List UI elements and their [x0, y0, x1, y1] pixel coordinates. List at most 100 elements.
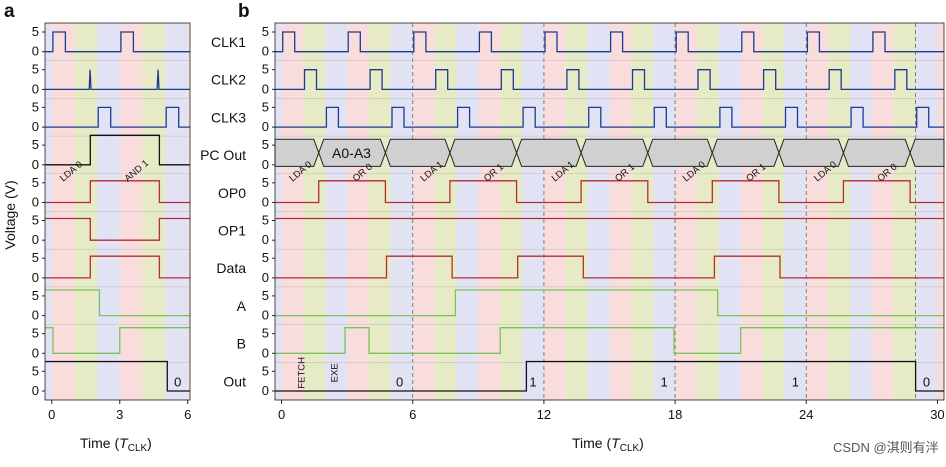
y-tick-label-5: 5 [262, 363, 269, 378]
signal-a-clk3 [45, 106, 190, 128]
y-tick-label-0: 0 [32, 195, 39, 210]
row-label-clk1: CLK1 [211, 34, 246, 50]
y-tick-label-0: 0 [32, 270, 39, 285]
signal-b-b [275, 327, 944, 354]
grid-layer [45, 23, 944, 401]
y-tick-label-0: 0 [32, 232, 39, 247]
signal-a-op0 [45, 180, 190, 204]
out-label-b: 0 [923, 374, 930, 389]
signal-a-pc [45, 134, 190, 166]
signal-a-b [45, 327, 190, 354]
y-tick-label-0: 0 [32, 157, 39, 172]
signal-a-clk2 [45, 69, 190, 91]
x-tick-label: 0 [48, 407, 55, 422]
pc-bus-label: A0-A3 [332, 145, 371, 161]
y-tick-label-5: 5 [32, 137, 39, 152]
signal-a-op1 [45, 217, 190, 241]
out-label-b: 1 [529, 374, 536, 389]
out-label-a: 0 [174, 374, 181, 389]
signal-a-a [45, 289, 190, 317]
row-label-pc-out: PC Out [200, 147, 246, 163]
y-tick-label-5: 5 [262, 62, 269, 77]
y-tick-label-0: 0 [262, 81, 269, 96]
y-tick-label-5: 5 [32, 288, 39, 303]
out-label-b: 1 [661, 374, 668, 389]
pc-bus-segment [909, 138, 945, 167]
y-tick-label-5: 5 [262, 326, 269, 341]
row-label-data: Data [216, 260, 246, 276]
y-tick-label-0: 0 [262, 119, 269, 134]
signal-b-out [275, 360, 944, 392]
y-tick-label-5: 5 [262, 137, 269, 152]
y-tick-label-5: 5 [32, 175, 39, 190]
x-tick-label: 0 [278, 407, 285, 422]
row-label-op0: OP0 [218, 185, 246, 201]
watermark: CSDN @淇则有泮 [833, 440, 939, 455]
plot-frame [274, 22, 945, 401]
signal-b-clk1 [275, 31, 944, 53]
y-tick-label-5: 5 [262, 250, 269, 265]
y-tick-label-0: 0 [262, 44, 269, 59]
y-tick-label-0: 0 [32, 44, 39, 59]
x-axis-label-b: Time (TCLK) [572, 435, 644, 454]
signal-a-clk1 [45, 31, 190, 53]
y-tick-label-5: 5 [32, 24, 39, 39]
axis-layer: 5 0 5 0 5 0 5 0 5 0 5 0 5 0 5 0 5 0 5 0 5 0 5 0 5 0 5 0 5 0 5 0 5 0 5 0 5 0 5 0… [32, 22, 945, 422]
y-tick-label-5: 5 [32, 213, 39, 228]
row-label-clk3: CLK3 [211, 109, 246, 125]
y-tick-label-0: 0 [262, 270, 269, 285]
row-label-out: Out [223, 373, 246, 389]
pc-bus-segment [274, 138, 320, 167]
y-tick-label-0: 0 [262, 345, 269, 360]
y-tick-label-0: 0 [262, 195, 269, 210]
x-tick-label: 6 [409, 407, 416, 422]
x-tick-label: 18 [668, 407, 682, 422]
y-tick-label-5: 5 [262, 99, 269, 114]
y-tick-label-5: 5 [262, 288, 269, 303]
y-tick-label-0: 0 [262, 232, 269, 247]
signal-a-data [45, 255, 190, 279]
pc-bus-segment [580, 138, 649, 167]
y-axis-label: Voltage (V) [2, 180, 18, 249]
y-tick-label-0: 0 [262, 157, 269, 172]
y-tick-label-0: 0 [32, 119, 39, 134]
panel-label-a: a [4, 1, 15, 22]
fetch-label: FETCH [297, 357, 308, 389]
row-label-a: A [237, 298, 247, 314]
y-tick-label-5: 5 [32, 250, 39, 265]
y-tick-label-0: 0 [32, 81, 39, 96]
y-tick-label-5: 5 [32, 363, 39, 378]
y-tick-label-0: 0 [262, 308, 269, 323]
out-label-b: 1 [792, 374, 799, 389]
signal-b-clk2 [275, 69, 944, 91]
signal-b-data [275, 255, 944, 279]
signal-b-clk3 [275, 106, 944, 128]
plot-frame [44, 22, 191, 401]
y-tick-label-5: 5 [262, 24, 269, 39]
pc-bus-segment [842, 138, 911, 167]
x-tick-label: 3 [116, 407, 123, 422]
pc-bus-segment [711, 138, 780, 167]
row-label-b: B [237, 336, 246, 352]
row-label-clk2: CLK2 [211, 72, 246, 88]
signal-a-out [45, 360, 190, 392]
signal-b-a [275, 289, 944, 317]
x-tick-label: 12 [537, 407, 551, 422]
y-tick-label-0: 0 [32, 345, 39, 360]
out-label-b: 0 [396, 374, 403, 389]
x-tick-label: 24 [799, 407, 813, 422]
y-tick-label-5: 5 [32, 99, 39, 114]
y-tick-label-5: 5 [262, 213, 269, 228]
y-tick-label-5: 5 [262, 175, 269, 190]
x-tick-label: 30 [930, 407, 944, 422]
exe-label: EXE [329, 363, 340, 382]
panel-label-b: b [238, 1, 250, 22]
y-tick-label-5: 5 [32, 62, 39, 77]
y-tick-label-5: 5 [32, 326, 39, 341]
row-label-op1: OP1 [218, 223, 246, 239]
x-tick-label: 6 [184, 407, 191, 422]
pc-bus-segment [449, 138, 518, 167]
y-tick-label-0: 0 [262, 383, 269, 398]
